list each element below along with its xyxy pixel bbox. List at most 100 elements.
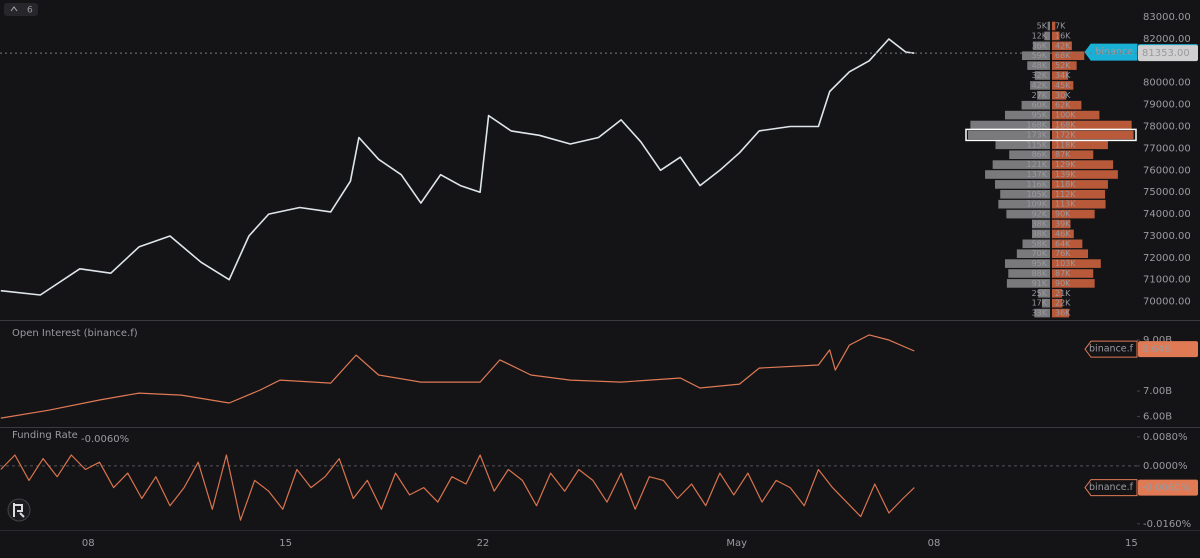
ask-bar [1052, 31, 1060, 41]
bid-label: 116K [1026, 180, 1047, 189]
y-tick-label: 75000.00 [1143, 187, 1191, 198]
y-tick-label: 78000.00 [1143, 122, 1191, 133]
ask-bar [1052, 190, 1106, 199]
y-tick-label: 9.00B [1143, 335, 1172, 346]
bid-bar [1022, 51, 1050, 60]
bid-label: 27K [1032, 91, 1048, 100]
marker-name: binance [1095, 47, 1133, 58]
ask-label: 36K [1055, 309, 1071, 318]
bid-bar [998, 199, 1050, 209]
ask-label: 52K [1055, 61, 1071, 70]
ask-label: 22K [1055, 299, 1071, 308]
x-tick-label: 22 [477, 538, 490, 549]
ask-label: 129K [1055, 160, 1076, 169]
ask-bar [1052, 289, 1062, 298]
bid-label: 137K [1026, 170, 1047, 179]
y-tick-label: 77000.00 [1143, 143, 1191, 154]
ask-bar [1052, 259, 1101, 268]
price-marker-value: 81353.00 [1142, 48, 1190, 59]
bid-label: 36K [1032, 41, 1048, 50]
y-tick-label: 6.00B [1143, 412, 1172, 423]
bid-bar [1004, 110, 1050, 120]
button-bg [4, 3, 38, 16]
ask-label: 100K [1055, 111, 1076, 120]
bid-bar [968, 130, 1050, 140]
ask-label: 112K [1055, 190, 1076, 199]
bid-label: 33K [1032, 309, 1048, 318]
collapse-button[interactable]: 6 [4, 3, 38, 16]
ask-label: 46K [1055, 229, 1071, 238]
x-tick-label: 08 [82, 538, 95, 549]
bid-bar [1034, 71, 1050, 80]
bid-label: 88K [1032, 269, 1048, 278]
current-value: -0.0060% [81, 434, 129, 445]
ask-bar [1052, 170, 1118, 179]
ask-label: 64K [1055, 239, 1071, 248]
ask-label: 87K [1055, 269, 1071, 278]
ask-label: 39K [1055, 220, 1071, 229]
ask-label: 118K [1055, 180, 1076, 189]
bid-bar [1034, 308, 1050, 318]
highlight-row [965, 128, 1137, 142]
price-marker [1138, 45, 1198, 62]
logo [7, 498, 31, 522]
bid-label: 12K [1032, 31, 1048, 40]
marker-name-tag [1084, 340, 1138, 358]
y-tick-label: 74000.00 [1143, 209, 1191, 220]
y-tick-label: 71000.00 [1143, 275, 1191, 286]
bid-label: 38K [1032, 220, 1048, 229]
bid-label: 25K [1032, 289, 1048, 298]
ask-label: 62K [1055, 101, 1071, 110]
ask-label: 118K [1055, 140, 1076, 149]
ask-label: 21K [1055, 289, 1071, 298]
ask-label: 113K [1055, 200, 1076, 209]
bid-label: 32K [1032, 71, 1048, 80]
bid-label: 5K [1037, 22, 1048, 31]
bid-label: 86K [1032, 150, 1048, 159]
bid-bar [1041, 298, 1050, 308]
marker-name-tag [1084, 479, 1138, 497]
marker-name: binance.f [1089, 344, 1134, 355]
bid-bar [1044, 31, 1050, 41]
x-tick-label: 08 [928, 538, 941, 549]
ask-bar [1052, 140, 1108, 150]
series-line [0, 334, 915, 419]
ask-bar [1052, 100, 1082, 110]
ask-bar [1052, 81, 1074, 90]
bid-bar [1031, 219, 1050, 229]
ask-bar [1052, 249, 1089, 258]
ask-label: 90K [1055, 279, 1071, 288]
bid-label: 115K [1026, 140, 1047, 149]
ask-label: 16K [1055, 31, 1071, 40]
ask-bar [1052, 120, 1132, 130]
bid-bar [1006, 209, 1050, 219]
ask-bar [1052, 239, 1083, 249]
y-tick-label: 80000.00 [1143, 78, 1191, 89]
ask-bar [1052, 61, 1077, 70]
price-marker-value: 8.64B [1142, 344, 1171, 355]
button-label: 6 [27, 6, 33, 16]
chevron-icon [10, 6, 18, 12]
bid-bar [985, 170, 1050, 179]
bid-bar [1016, 249, 1050, 258]
ask-label: 172K [1055, 130, 1076, 139]
bid-bar [1004, 259, 1050, 268]
ask-label: 30K [1055, 91, 1071, 100]
ask-label: 34K [1055, 71, 1071, 80]
bid-bar [1027, 61, 1050, 70]
bid-label: 42K [1032, 81, 1048, 90]
ask-bar [1052, 199, 1106, 209]
y-tick-label: 72000.00 [1143, 253, 1191, 264]
y-tick-label: 0.0000% [1143, 461, 1188, 472]
ask-bar [1052, 209, 1095, 219]
bid-label: 173K [1026, 130, 1047, 139]
ask-label: 7K [1055, 22, 1066, 31]
bid-bar [970, 120, 1050, 130]
bid-bar [1030, 81, 1050, 90]
y-tick-label: 0.0080% [1143, 432, 1188, 443]
bid-label: 59K [1032, 51, 1048, 60]
y-tick-label: 76000.00 [1143, 165, 1191, 176]
panel-title: Open Interest (binance.f) [12, 328, 138, 339]
ask-label: 90K [1055, 210, 1071, 219]
